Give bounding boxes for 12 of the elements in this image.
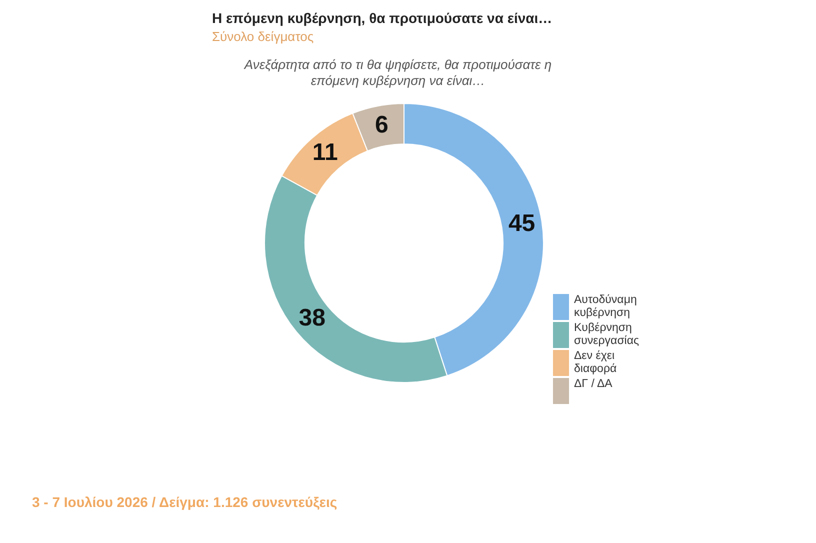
chart-title: Η επόμενη κυβέρνηση, θα προτιμούσατε να είναι… [212, 10, 552, 26]
text: Ανεξάρτητα από το τι θα ψηφίσετε, θα προτιμούσατε η επόμενη κυβέρνηση να είναι… [242, 57, 553, 89]
text: 3 - 7 Ιουλίου 2026 / Δείγμα: 1.126 συνεντεύξεις [32, 494, 338, 510]
data-label: 45 [508, 210, 536, 237]
chart-subtitle: Σύνολο δείγματος [212, 29, 314, 44]
data-label: 11 [312, 139, 338, 166]
legend-label: Κυβέρνηση συνεργασίας [574, 322, 640, 348]
legend-label: Δεν έχει διαφορά [574, 350, 618, 376]
data-label: 38 [298, 304, 326, 332]
legend-label: Αυτοδύναμη κυβέρνηση [574, 294, 638, 320]
data-label: 6 [374, 111, 388, 138]
legend-label: ΔΓ / ΔΑ [574, 378, 614, 391]
